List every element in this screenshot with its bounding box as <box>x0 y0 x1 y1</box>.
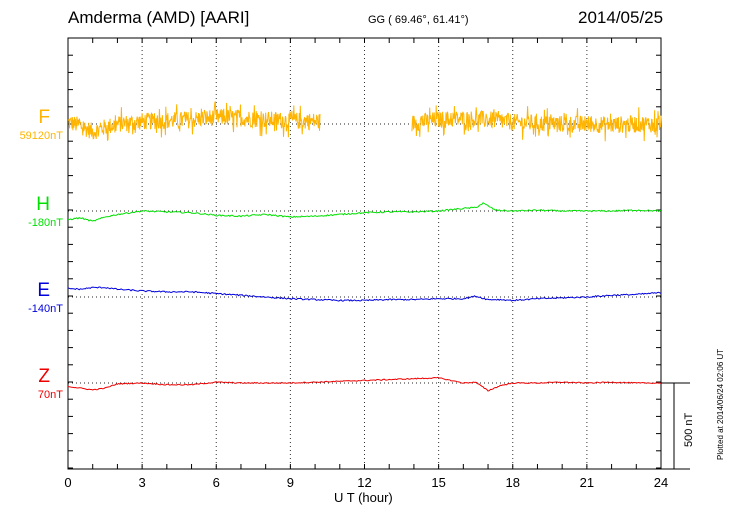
x-tick-label: 6 <box>212 475 220 490</box>
component-label-E: E <box>37 280 50 301</box>
x-tick-label: 3 <box>138 475 146 490</box>
baseline-label-Z: 70nT <box>37 389 63 401</box>
trace-F <box>411 105 662 142</box>
geographic-coords: GG ( 69.46°, 61.41°) <box>368 14 469 26</box>
component-label-H: H <box>36 194 50 215</box>
plotted-at-note: Plotted at 2014/06/24 02:06 UT <box>716 348 725 460</box>
plot-date: 2014/05/25 <box>578 8 664 27</box>
baseline-label-F: 59120nT <box>19 130 63 142</box>
scale-bar-label: 500 nT <box>683 412 695 447</box>
component-label-Z: Z <box>38 366 50 387</box>
trace-Z <box>67 376 662 392</box>
component-label-F: F <box>38 107 50 128</box>
x-tick-label: 12 <box>357 475 372 490</box>
trace-E <box>67 286 662 302</box>
x-tick-label: 15 <box>431 475 446 490</box>
trace-H <box>68 202 662 222</box>
x-tick-label: 0 <box>64 475 72 490</box>
x-axis-label: U T (hour) <box>334 490 393 505</box>
station-title: Amderma (AMD) [AARI] <box>68 8 250 27</box>
x-tick-label: 24 <box>653 475 669 490</box>
baseline-label-E: -140nT <box>28 303 63 315</box>
x-tick-label: 18 <box>505 475 520 490</box>
baseline-label-H: -180nT <box>28 217 63 229</box>
trace-F <box>67 101 321 141</box>
x-tick-label: 9 <box>286 475 294 490</box>
x-tick-label: 21 <box>579 475 595 490</box>
